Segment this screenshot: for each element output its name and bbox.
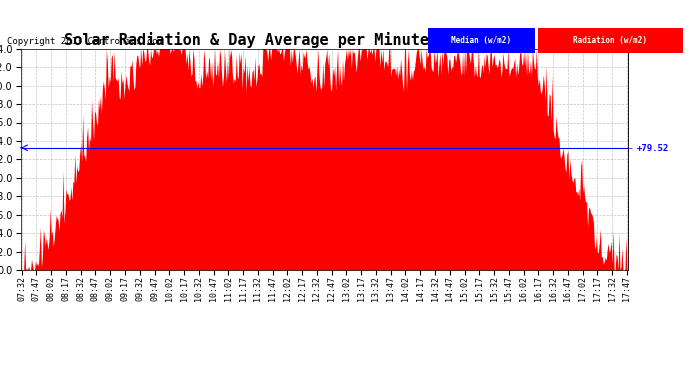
Text: Radiation (w/m2): Radiation (w/m2) <box>573 36 647 45</box>
Text: Copyright 2013 Cartronics.com: Copyright 2013 Cartronics.com <box>7 38 163 46</box>
Text: Median (w/m2): Median (w/m2) <box>451 36 511 45</box>
Title: Solar Radiation & Day Average per Minute Mon Oct 28 17:47: Solar Radiation & Day Average per Minute… <box>64 32 584 48</box>
FancyBboxPatch shape <box>428 28 535 53</box>
FancyBboxPatch shape <box>538 28 683 53</box>
